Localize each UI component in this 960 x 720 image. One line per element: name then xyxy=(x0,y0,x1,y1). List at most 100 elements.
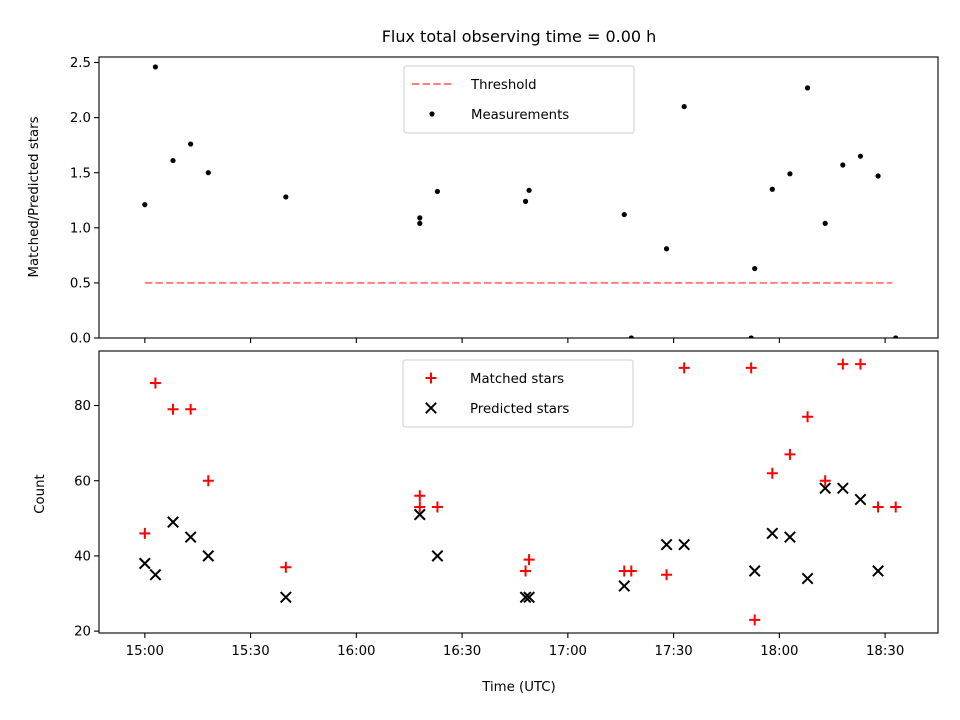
bottom-matched-stars-point xyxy=(414,501,426,513)
bottom-matched-stars-point xyxy=(431,501,443,513)
bottom-matched-stars-point xyxy=(745,362,757,374)
top-y-tick-label: 2.0 xyxy=(70,111,91,126)
top-legend-box xyxy=(403,65,635,134)
bottom-predicted-stars-point xyxy=(854,493,867,506)
bottom-predicted-stars-point xyxy=(766,527,779,540)
top-measurements-point xyxy=(283,194,289,200)
bottom-matched-stars-point xyxy=(280,561,292,573)
bottom-legend-label-predicted-stars: Predicted stars xyxy=(470,402,569,417)
bottom-predicted-stars-point xyxy=(618,580,631,592)
bottom-y-tick-label: 20 xyxy=(74,625,91,640)
top-measurements-point xyxy=(804,85,811,91)
top-measurements-point xyxy=(663,246,670,252)
bottom-predicted-stars-point xyxy=(202,550,215,562)
top-measurements-point xyxy=(417,220,423,226)
top-measurements-point xyxy=(526,187,532,193)
top-y-tick-label: 1.5 xyxy=(70,166,91,181)
top-measurements-point xyxy=(170,157,176,164)
bottom-matched-stars-point xyxy=(149,377,161,389)
top-measurements-point xyxy=(769,186,775,192)
top-measurements-point xyxy=(857,153,864,159)
bottom-predicted-stars-point xyxy=(748,565,761,577)
bottom-legend-label-matched-stars: Matched stars xyxy=(470,372,564,387)
bottom-predicted-stars-point xyxy=(138,557,151,570)
x-tick-label: 18:00 xyxy=(760,644,798,659)
bottom-plot-area: 20 40 60 80 15:00 15:30 16:00 16:30 17:00 17:30 18… xyxy=(74,350,939,659)
top-legend: Threshold Measurements xyxy=(403,65,635,134)
bottom-legend: Matched stars Predicted stars xyxy=(402,359,634,428)
top-measurements-point xyxy=(748,335,754,338)
bottom-matched-stars-point xyxy=(872,501,884,513)
bottom-predicted-stars-point xyxy=(519,591,532,604)
bottom-predicted-stars-point xyxy=(872,565,884,577)
bottom-matched-stars-point xyxy=(802,411,814,423)
x-tick-label: 16:30 xyxy=(443,644,481,659)
top-chart-title: Flux total observing time = 0.00 h xyxy=(382,27,657,46)
bottom-matched-stars-point xyxy=(625,565,637,577)
top-measurements-point xyxy=(205,170,211,176)
bottom-matched-stars-point xyxy=(890,501,902,513)
x-tick-label: 16:00 xyxy=(337,644,375,659)
bottom-matched-stars-point xyxy=(854,358,866,370)
x-axis-label: Time (UTC) xyxy=(481,680,556,695)
bottom-matched-stars-point xyxy=(678,362,690,374)
bottom-matched-stars-point xyxy=(837,358,849,370)
top-y-tick-label: 1.0 xyxy=(70,221,91,236)
top-measurements-point xyxy=(787,171,793,177)
top-measurements-point xyxy=(417,215,423,221)
bottom-predicted-stars-point xyxy=(784,531,796,544)
bottom-legend-swatch-matched-stars xyxy=(425,372,437,384)
bottom-predicted-stars-point xyxy=(523,591,535,604)
bottom-predicted-stars-point xyxy=(184,531,197,544)
bottom-matched-stars-point xyxy=(139,527,151,539)
top-measurements-point xyxy=(893,335,899,338)
top-y-tick-label: 2.5 xyxy=(70,56,91,71)
bottom-predicted-stars-point xyxy=(819,482,832,495)
top-measurements-point xyxy=(152,64,159,70)
bottom-matched-stars-point xyxy=(661,569,673,581)
top-legend-swatch-measurements xyxy=(429,111,435,117)
top-y-axis-label: Matched/Predicted stars xyxy=(27,116,42,277)
top-measurements-point xyxy=(822,220,828,226)
bottom-y-tick-label: 80 xyxy=(74,399,91,414)
bottom-y-tick-label: 40 xyxy=(74,550,91,565)
top-measurements-point xyxy=(681,103,687,110)
top-legend-label-measurements: Measurements xyxy=(471,108,569,123)
bottom-legend-box xyxy=(402,359,634,428)
bottom-matched-stars-point xyxy=(766,467,778,479)
top-y-tick-label: 0.0 xyxy=(70,332,91,347)
x-tick-label: 18:30 xyxy=(866,644,904,659)
bottom-predicted-stars-point xyxy=(801,572,814,585)
x-tick-label: 17:30 xyxy=(654,644,692,659)
top-legend-label-threshold: Threshold xyxy=(470,78,537,93)
bottom-predicted-stars-point xyxy=(167,516,179,528)
top-y-tick-label: 0.5 xyxy=(70,277,91,292)
top-measurements-point xyxy=(142,202,148,208)
bottom-predicted-stars-point xyxy=(431,550,444,562)
bottom-matched-stars-point xyxy=(167,403,179,415)
top-measurements-point xyxy=(434,188,441,195)
top-measurements-point xyxy=(188,141,194,147)
x-tick-label: 15:00 xyxy=(126,644,164,659)
bottom-y-axis-label: Count xyxy=(33,474,48,514)
top-measurements-point xyxy=(621,211,627,218)
top-measurements-point xyxy=(840,162,846,168)
bottom-predicted-stars-point xyxy=(149,568,162,581)
bottom-predicted-stars-point xyxy=(279,591,292,604)
bottom-matched-stars-point xyxy=(185,403,197,415)
bottom-predicted-stars-point xyxy=(660,538,673,551)
bottom-matched-stars-point xyxy=(520,565,532,577)
bottom-y-tick-label: 60 xyxy=(74,474,91,489)
x-tick-label: 15:30 xyxy=(231,644,269,659)
top-axes-frame xyxy=(98,56,939,339)
bottom-legend-swatch-predicted-stars xyxy=(425,402,437,414)
bottom-axes-frame xyxy=(98,350,939,634)
top-measurements-point xyxy=(875,173,881,179)
bottom-matched-stars-point xyxy=(784,448,796,460)
bottom-matched-stars-point xyxy=(202,475,214,487)
top-measurements-point xyxy=(522,198,529,204)
bottom-matched-stars-point xyxy=(749,614,761,626)
x-tick-label: 17:00 xyxy=(549,644,587,659)
bottom-predicted-stars-point xyxy=(836,482,849,495)
top-plot-area: 0.0 0.5 1.0 1.5 2.0 2.5 Threshold Measurements xyxy=(70,56,939,347)
